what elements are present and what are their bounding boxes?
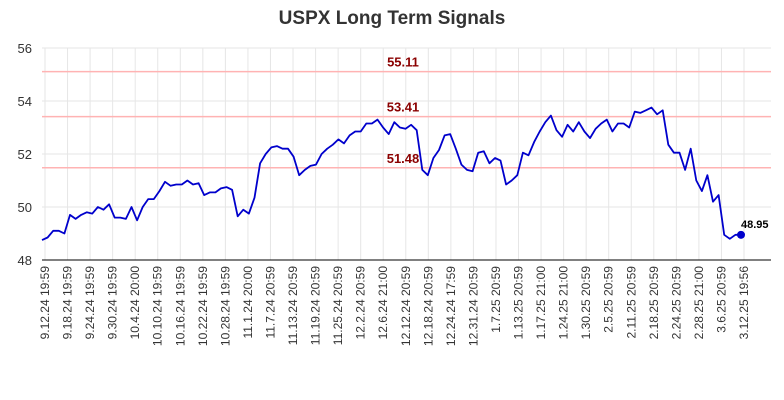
x-tick-label: 11.7.24 20:59 — [263, 266, 277, 339]
x-tick-label: 9.24.24 19:59 — [83, 266, 97, 340]
x-tick-label: 12.2.24 20:59 — [354, 266, 368, 340]
x-tick-label: 12.6.24 21:00 — [376, 266, 390, 340]
y-tick-label: 48 — [18, 253, 32, 268]
x-tick-label: 10.22.24 19:59 — [196, 266, 210, 346]
x-tick-label: 10.28.24 19:59 — [218, 266, 232, 346]
y-tick-label: 54 — [18, 94, 32, 109]
x-tick-label: 10.10.24 19:59 — [151, 266, 165, 346]
y-tick-label: 56 — [18, 41, 32, 56]
y-tick-label: 50 — [18, 200, 32, 215]
x-tick-label: 1.7.25 20:59 — [489, 266, 503, 333]
y-tick-label: 52 — [18, 147, 32, 162]
x-tick-label: 1.30.25 20:59 — [579, 266, 593, 340]
x-tick-label: 12.24.24 17:59 — [444, 266, 458, 346]
x-tick-label: 2.18.25 20:59 — [647, 266, 661, 340]
last-point-marker — [737, 230, 745, 239]
x-tick-label: 9.12.24 19:59 — [38, 266, 52, 340]
x-tick-label: 11.19.24 20:59 — [309, 266, 323, 346]
signal-label: 51.48 — [387, 151, 420, 166]
x-tick-label: 2.11.25 20:59 — [624, 266, 638, 339]
signal-label: 55.11 — [387, 55, 419, 70]
price-line — [41, 106, 741, 241]
x-tick-label: 2.28.25 21:00 — [692, 266, 706, 340]
x-tick-label: 3.6.25 20:59 — [714, 266, 728, 333]
x-tick-label: 11.1.24 20:00 — [241, 266, 255, 339]
x-tick-label: 11.25.24 20:59 — [331, 266, 345, 346]
x-tick-label: 9.18.24 19:59 — [61, 266, 75, 340]
last-point-label: 48.95 — [741, 219, 769, 231]
x-tick-label: 10.4.24 20:00 — [128, 266, 142, 340]
x-tick-label: 2.5.25 20:59 — [602, 266, 616, 333]
signal-label: 53.41 — [387, 100, 420, 115]
x-tick-label: 12.31.24 20:59 — [466, 266, 480, 346]
x-tick-label: 11.13.24 20:59 — [286, 266, 300, 346]
x-tick-label: 3.12.25 19:56 — [737, 266, 751, 340]
x-tick-label: 1.24.25 21:00 — [557, 266, 571, 340]
chart-title: USPX Long Term Signals — [278, 8, 506, 29]
x-tick-label: 10.16.24 19:59 — [173, 266, 187, 346]
x-tick-label: 9.30.24 19:59 — [106, 266, 120, 340]
x-tick-label: 12.12.24 20:59 — [399, 266, 413, 346]
x-tick-label: 12.18.24 20:59 — [421, 266, 435, 346]
x-tick-label: 2.24.25 20:59 — [669, 266, 683, 340]
x-tick-label: 1.17.25 21:00 — [534, 266, 548, 340]
x-tick-label: 1.13.25 20:59 — [512, 266, 526, 340]
